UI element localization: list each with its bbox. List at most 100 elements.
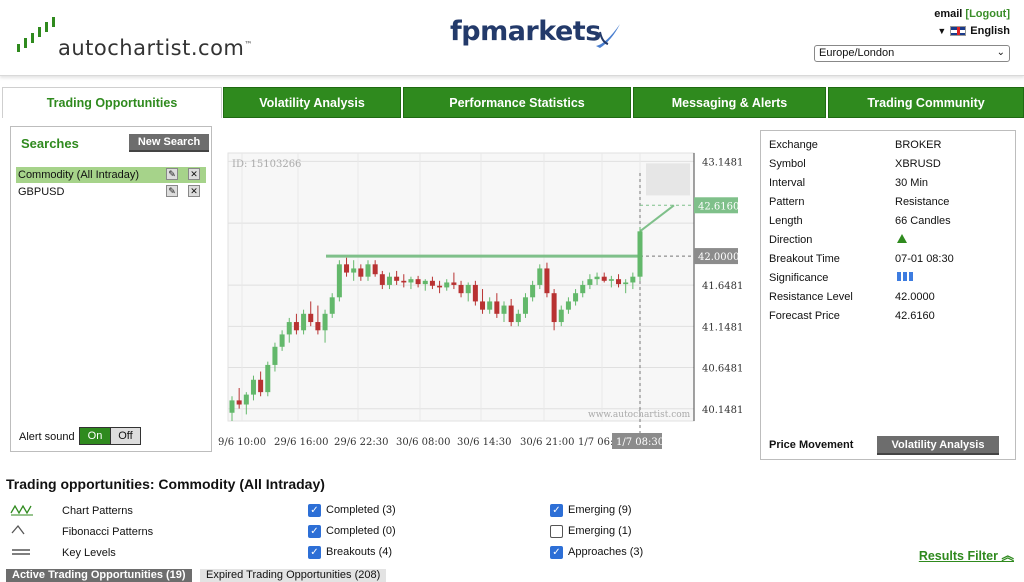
- checkbox-checked[interactable]: ✓: [550, 503, 563, 517]
- filter-label: Emerging (9): [568, 504, 632, 516]
- candle-bearish: [293, 322, 299, 331]
- pencil-icon[interactable]: ✎: [166, 185, 178, 197]
- close-icon[interactable]: ✕: [188, 185, 200, 197]
- results-title: Trading opportunities: Commodity (All In…: [6, 476, 325, 492]
- candle-bullish: [530, 284, 536, 298]
- volatility-analysis-button[interactable]: Volatility Analysis: [877, 436, 999, 455]
- candle-bearish: [472, 284, 478, 302]
- candle-bullish: [580, 284, 586, 294]
- detail-value: BROKER: [895, 139, 942, 151]
- searches-title: Searches: [21, 136, 79, 151]
- search-item-label: GBPUSD: [18, 186, 65, 198]
- checkbox-checked[interactable]: ✓: [308, 545, 321, 559]
- candle-bearish: [508, 305, 514, 323]
- detail-row: Direction: [769, 234, 1009, 252]
- candle-bullish: [587, 279, 593, 285]
- detail-key: Forecast Price: [769, 310, 840, 322]
- candle-bearish: [480, 301, 486, 310]
- pencil-icon[interactable]: ✎: [166, 168, 178, 180]
- significance-bars-icon: [897, 272, 913, 281]
- candlestick-chart[interactable]: 43.1481 41.6481 41.1481 40.6481 40.1481 9/6 1…: [218, 125, 748, 455]
- double-chevron-up-icon: ︽: [1001, 549, 1014, 563]
- detail-key: Breakout Time: [769, 253, 840, 265]
- checkbox-checked[interactable]: ✓: [308, 524, 321, 538]
- checkbox-checked[interactable]: ✓: [550, 545, 563, 559]
- results-filter-link[interactable]: Results Filter ︽: [918, 549, 1014, 563]
- x-tick-label: 1/7 06:0: [578, 437, 620, 448]
- search-item[interactable]: GBPUSD ✎ ✕: [16, 184, 206, 200]
- filter-label: Emerging (1): [568, 525, 632, 537]
- filter-emerging-fib[interactable]: Emerging (1): [550, 523, 632, 539]
- filter-emerging-chart[interactable]: ✓ Emerging (9): [550, 502, 632, 518]
- candle-bearish: [544, 268, 550, 294]
- y-tick-label: 40.1481: [702, 405, 743, 416]
- candle-bullish: [386, 276, 392, 285]
- forecast-arrow: [639, 204, 675, 233]
- candle-bullish: [522, 297, 528, 314]
- filter-completed-chart[interactable]: ✓ Completed (3): [308, 502, 396, 518]
- caret-down-icon: ▼: [937, 26, 947, 36]
- category-label: Chart Patterns: [62, 505, 133, 517]
- detail-key: Length: [769, 215, 803, 227]
- tab-trading-opportunities[interactable]: Trading Opportunities: [2, 87, 222, 118]
- tab-trading-community[interactable]: Trading Community: [828, 87, 1024, 118]
- candle-bullish: [243, 394, 249, 405]
- candle-bearish: [372, 264, 378, 275]
- pattern-details-panel: Exchange BROKER Symbol XBRUSD Interval 30 M…: [760, 130, 1016, 460]
- filter-completed-fib[interactable]: ✓ Completed (0): [308, 523, 396, 539]
- fibonacci-icon: [11, 524, 25, 535]
- y-tick-label: 40.6481: [702, 364, 743, 375]
- filter-breakouts[interactable]: ✓ Breakouts (4): [308, 544, 392, 560]
- candle-bullish: [565, 301, 571, 310]
- x-tick-label: 9/6 10:00: [218, 437, 266, 448]
- alert-sound-toggle[interactable]: On Off: [79, 427, 141, 445]
- detail-row: Length 66 Candles: [769, 215, 1009, 233]
- tab-messaging-alerts[interactable]: Messaging & Alerts: [633, 87, 826, 118]
- candle-bearish: [415, 279, 421, 285]
- candle-bullish: [265, 364, 271, 393]
- watermark: www.autochartist.com: [588, 410, 691, 420]
- candle-bearish: [451, 282, 457, 285]
- filter-approaches[interactable]: ✓ Approaches (3): [550, 544, 643, 560]
- toggle-on[interactable]: On: [80, 428, 110, 444]
- candle-bullish: [336, 264, 342, 298]
- candle-bullish: [365, 264, 371, 277]
- detail-key: Symbol: [769, 158, 806, 170]
- candle-bearish: [394, 276, 400, 281]
- logout-link[interactable]: [Logout]: [965, 8, 1010, 20]
- detail-row: Pattern Resistance: [769, 196, 1009, 214]
- search-item[interactable]: Commodity (All Intraday) ✎ ✕: [16, 167, 206, 183]
- candle-bullish: [301, 313, 307, 331]
- detail-value: 42.6160: [895, 310, 935, 322]
- detail-value: 30 Min: [895, 177, 929, 189]
- tab-active-opportunities[interactable]: Active Trading Opportunities (19): [6, 569, 192, 582]
- candle-bullish: [537, 268, 543, 285]
- tab-volatility-analysis[interactable]: Volatility Analysis: [223, 87, 401, 118]
- up-triangle-icon: [897, 234, 907, 243]
- user-name: email: [934, 8, 963, 20]
- language-selector[interactable]: ▼ English: [937, 25, 1010, 37]
- tab-expired-opportunities[interactable]: Expired Trading Opportunities (208): [200, 569, 387, 582]
- toggle-off[interactable]: Off: [110, 428, 140, 444]
- close-icon[interactable]: ✕: [188, 168, 200, 180]
- tab-performance-statistics[interactable]: Performance Statistics: [403, 87, 631, 118]
- candle-bullish: [250, 379, 256, 395]
- checkbox-checked[interactable]: ✓: [308, 503, 321, 517]
- autochartist-logo[interactable]: autochartist.com™: [16, 14, 276, 60]
- candle-bearish: [458, 284, 464, 294]
- detail-row: Symbol XBRUSD: [769, 158, 1009, 176]
- broker-swoosh-icon: [596, 24, 620, 48]
- y-tick-label: 41.6481: [702, 281, 743, 292]
- new-search-button[interactable]: New Search: [129, 134, 209, 152]
- checkbox-unchecked[interactable]: [550, 524, 563, 538]
- detail-key: Direction: [769, 234, 813, 246]
- x-tick-label: 30/6 08:00: [396, 437, 450, 448]
- chart-area[interactable]: 43.1481 41.6481 41.1481 40.6481 40.1481 9/6 1…: [218, 125, 748, 455]
- y-tick-label: 41.1481: [702, 322, 743, 333]
- x-tick-label: 29/6 22:30: [334, 437, 388, 448]
- category-label: Key Levels: [62, 547, 116, 559]
- key-levels-icon: [12, 549, 30, 555]
- timezone-select[interactable]: Europe/London ⌄: [814, 45, 1010, 62]
- candle-bullish: [286, 322, 292, 335]
- chevron-down-icon: ⌄: [996, 47, 1005, 58]
